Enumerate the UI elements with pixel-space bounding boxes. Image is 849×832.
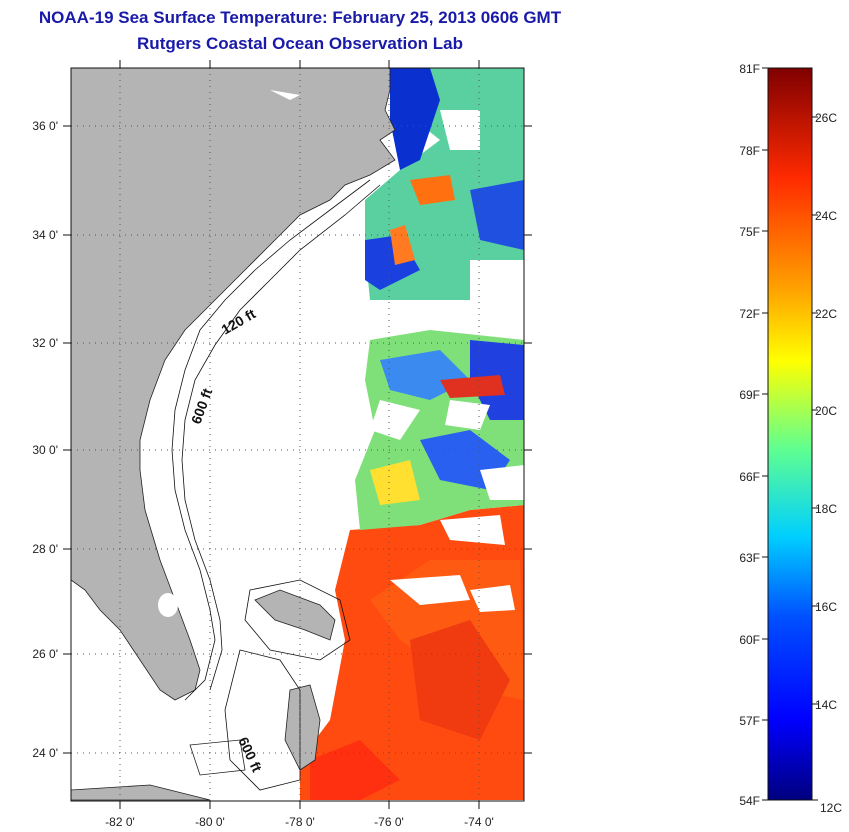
cb-c-22: 22C: [815, 307, 837, 321]
cb-f-81: 81F: [739, 62, 760, 76]
chart-title: NOAA-19 Sea Surface Temperature: Februar…: [38, 8, 562, 27]
lat-label-30: 30 0': [32, 443, 58, 457]
colorbar: 81F 78F 75F 72F 69F 66F 63F 60F 57F 54F …: [739, 62, 842, 815]
lake-okeechobee: [158, 593, 178, 617]
graticule: [71, 68, 524, 801]
sst-swath: [300, 68, 524, 800]
cb-f-57: 57F: [739, 714, 760, 728]
bathymetry-contours: [171, 179, 381, 791]
cb-f-54: 54F: [739, 794, 760, 808]
lon-label-74: -74 0': [464, 815, 494, 829]
cb-f-63: 63F: [739, 551, 760, 565]
cb-f-72: 72F: [739, 307, 760, 321]
cb-c-24: 24C: [815, 209, 837, 223]
axis-ticks: [63, 60, 532, 809]
cb-f-75: 75F: [739, 225, 760, 239]
lat-label-32: 32 0': [32, 336, 58, 350]
cb-c-16: 16C: [815, 600, 837, 614]
cb-f-69: 69F: [739, 388, 760, 402]
cb-c-12: 12C: [820, 801, 842, 815]
cb-c-14: 14C: [815, 698, 837, 712]
chart-subtitle: Rutgers Coastal Ocean Observation Lab: [137, 34, 463, 53]
plot-frame: [70, 67, 525, 802]
cb-f-66: 66F: [739, 470, 760, 484]
lon-label-78: -78 0': [285, 815, 315, 829]
lon-label-76: -76 0': [374, 815, 404, 829]
bahamas-landmass: [254, 589, 336, 641]
lat-label-24: 24 0': [32, 746, 58, 760]
cb-c-26: 26C: [815, 111, 837, 125]
us-landmass: [71, 68, 396, 701]
lat-label-34: 34 0': [32, 228, 58, 242]
colorbar-gradient: [767, 67, 813, 801]
cb-c-18: 18C: [815, 502, 837, 516]
lon-label-82: -82 0': [105, 815, 135, 829]
lon-label-80: -80 0': [195, 815, 225, 829]
lat-label-28: 28 0': [32, 542, 58, 556]
cb-c-20: 20C: [815, 404, 837, 418]
cb-f-60: 60F: [739, 633, 760, 647]
lat-label-26: 26 0': [32, 647, 58, 661]
lat-label-36: 36 0': [32, 119, 58, 133]
cb-f-78: 78F: [739, 144, 760, 158]
